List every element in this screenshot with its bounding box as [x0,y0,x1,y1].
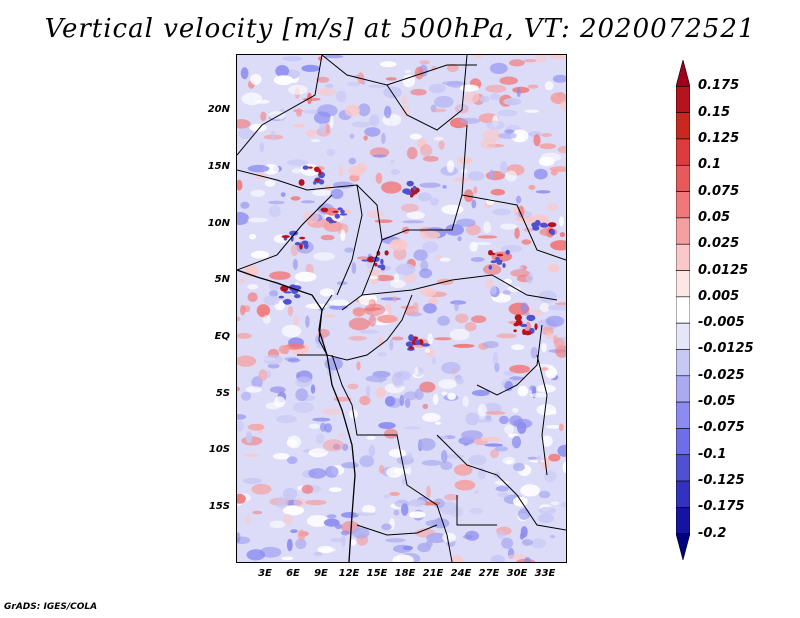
colorbar-swatch [676,401,690,429]
lon-label: 24E [450,568,472,579]
colorbar-label: 0.075 [698,183,740,199]
colorbar-label: -0.1 [698,446,727,462]
credit-text: GrADS: IGES/COLA [4,602,98,612]
colorbar-label: 0.0125 [698,262,749,278]
colorbar-swatch [676,507,690,534]
colorbar-label: 0.05 [698,209,731,225]
lon-label: 30E [506,568,528,579]
colorbar-swatch [676,60,690,87]
colorbar-label: 0.175 [698,78,740,94]
lon-label: 18E [394,568,416,579]
lat-label: 20N [207,104,230,115]
colorbar-label: -0.05 [698,394,736,410]
lon-label: 21E [422,568,444,579]
colorbar-swatch [676,349,690,377]
colorbar-label: -0.175 [698,499,745,515]
lon-label: 3E [258,568,272,579]
country-borders [237,55,566,562]
colorbar-label: -0.0125 [698,341,754,357]
colorbar-swatch [676,243,690,271]
lat-label: 15S [208,501,230,512]
colorbar-label: -0.2 [698,525,727,541]
chart-title: Vertical velocity [m/s] at 500hPa, VT: 2… [44,14,756,44]
colorbar-swatch [676,164,690,192]
lat-label: 5N [214,274,230,285]
colorbar-swatch [676,322,690,350]
colorbar-swatch [676,138,690,166]
colorbar-swatch [676,112,690,140]
colorbar-label: -0.125 [698,473,745,489]
colorbar [676,60,690,560]
map-panel [236,54,567,563]
colorbar-swatch [676,480,690,508]
colorbar-label: -0.075 [698,420,745,436]
colorbar-swatch [676,191,690,219]
colorbar-swatch [676,428,690,456]
lon-label: 12E [338,568,360,579]
colorbar-swatch [676,375,690,403]
colorbar-swatch [676,217,690,245]
colorbar-swatch [676,454,690,482]
lat-label: 10S [208,444,230,455]
lat-label: EQ [214,331,230,342]
colorbar-label: 0.1 [698,157,722,173]
colorbar-label: -0.025 [698,367,745,383]
coastline [237,269,356,562]
field-patches [237,55,566,562]
colorbar-swatch [676,296,690,324]
lon-label: 27E [478,568,500,579]
colorbar-swatch [676,270,690,298]
lon-label: 15E [366,568,388,579]
colorbar-label: 0.025 [698,236,740,252]
colorbar-label: 0.005 [698,288,740,304]
lon-label: 6E [286,568,300,579]
lon-label: 9E [314,568,328,579]
colorbar-swatch [676,533,690,560]
colorbar-label: 0.125 [698,130,740,146]
colorbar-label: 0.15 [698,104,731,120]
lon-label: 33E [534,568,556,579]
lat-label: 10N [207,218,230,229]
lat-label: 15N [207,161,230,172]
colorbar-swatch [676,86,690,113]
colorbar-label: -0.005 [698,315,745,331]
lat-label: 5S [215,388,230,399]
velocity-field-map [237,55,566,562]
